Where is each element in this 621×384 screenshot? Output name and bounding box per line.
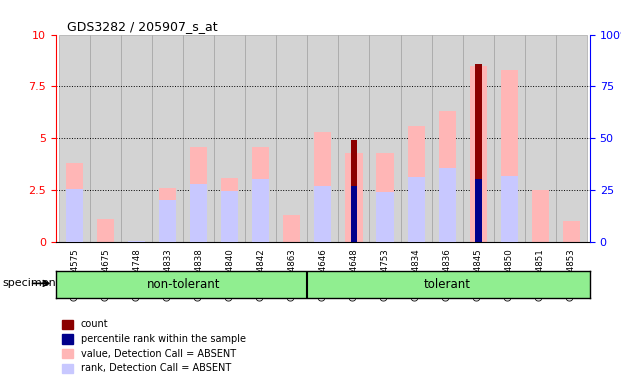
FancyBboxPatch shape: [183, 35, 214, 242]
Bar: [345, 153, 363, 242]
FancyBboxPatch shape: [245, 35, 276, 242]
FancyBboxPatch shape: [494, 35, 525, 242]
Bar: [252, 179, 270, 242]
Bar: [501, 175, 518, 242]
Bar: [190, 184, 207, 242]
Text: specimen: specimen: [2, 278, 57, 288]
Bar: [252, 147, 270, 242]
Bar: [438, 111, 456, 242]
Text: non-tolerant: non-tolerant: [147, 278, 220, 291]
Bar: [314, 132, 332, 242]
FancyBboxPatch shape: [214, 35, 245, 242]
FancyBboxPatch shape: [556, 35, 587, 242]
Bar: [221, 178, 238, 242]
Bar: [128, 241, 145, 242]
Bar: [66, 163, 83, 242]
FancyBboxPatch shape: [463, 35, 494, 242]
Bar: [376, 153, 394, 242]
Text: tolerant: tolerant: [424, 278, 471, 291]
FancyBboxPatch shape: [276, 35, 307, 242]
Bar: [66, 189, 83, 242]
Bar: [350, 186, 358, 242]
Bar: [190, 147, 207, 242]
Bar: [159, 188, 176, 242]
FancyBboxPatch shape: [152, 35, 183, 242]
FancyBboxPatch shape: [401, 35, 432, 242]
Text: percentile rank within the sample: percentile rank within the sample: [81, 334, 246, 344]
Bar: [221, 191, 238, 242]
Bar: [501, 70, 518, 242]
FancyBboxPatch shape: [338, 35, 369, 242]
Text: count: count: [81, 319, 108, 329]
Bar: [159, 200, 176, 242]
FancyBboxPatch shape: [121, 35, 152, 242]
Bar: [563, 221, 580, 242]
FancyBboxPatch shape: [525, 35, 556, 242]
Bar: [407, 177, 425, 242]
Bar: [283, 215, 301, 242]
FancyBboxPatch shape: [307, 35, 338, 242]
FancyBboxPatch shape: [59, 35, 90, 242]
Bar: [469, 66, 487, 242]
Text: GDS3282 / 205907_s_at: GDS3282 / 205907_s_at: [66, 20, 217, 33]
Bar: [474, 64, 481, 242]
Bar: [532, 190, 549, 242]
Bar: [128, 241, 145, 242]
Text: value, Detection Call = ABSENT: value, Detection Call = ABSENT: [81, 349, 236, 359]
FancyBboxPatch shape: [369, 35, 401, 242]
Bar: [314, 186, 332, 242]
Bar: [407, 126, 425, 242]
Bar: [376, 192, 394, 242]
FancyBboxPatch shape: [90, 35, 121, 242]
Bar: [350, 140, 358, 242]
Text: rank, Detection Call = ABSENT: rank, Detection Call = ABSENT: [81, 363, 231, 373]
FancyBboxPatch shape: [432, 35, 463, 242]
Bar: [97, 219, 114, 242]
Bar: [474, 179, 481, 242]
Bar: [438, 168, 456, 242]
